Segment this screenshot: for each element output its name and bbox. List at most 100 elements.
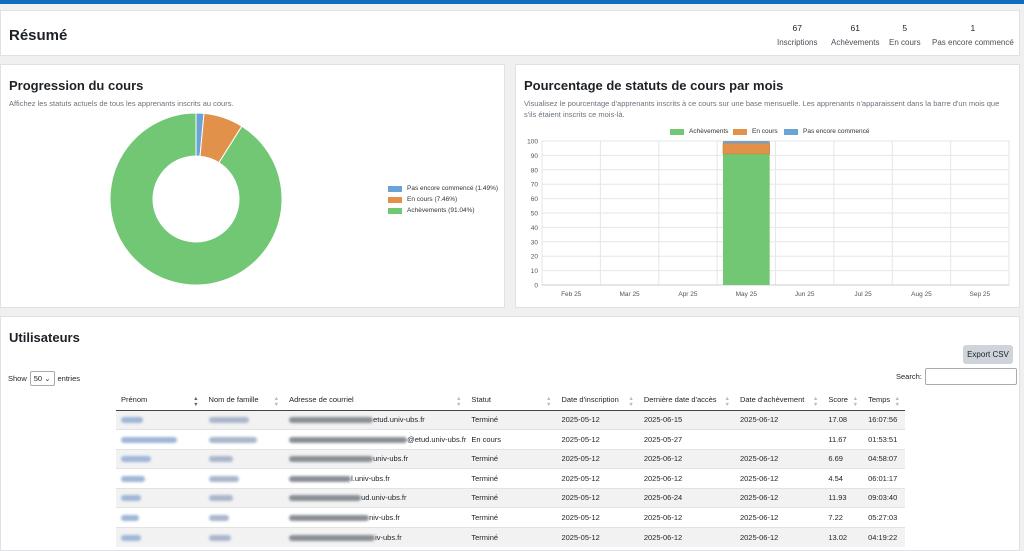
column-label: Temps [868,395,891,405]
redacted-last-name [208,417,249,424]
search-input[interactable] [924,368,1017,385]
table-row[interactable]: l.univ-ubs.fr Terminé 2025-05-12 2025-06-12… [116,468,905,488]
stat-label: Achèvements [831,38,880,47]
entries-length-control: Show 50 ⌄ entries [8,371,80,386]
table-row[interactable]: univ-ubs.fr Terminé 2025-05-12 2025-06-12 20… [116,448,905,469]
users-title: Utilisateurs [9,330,80,345]
legend-label: Pas encore commencé [803,128,870,135]
table-row[interactable]: niv-ubs.fr Terminé 2025-05-12 2025-06-12 202… [116,507,905,527]
column-header-completion-date[interactable]: Date d'achèvement ▲ ▼ [734,390,824,411]
column-header-first-name[interactable]: Prénom ▲ ▼ [116,390,204,411]
email-suffix: l.univ-ubs.fr [351,473,390,483]
column-header-email[interactable]: Adresse de courriel ▲ ▼ [284,390,467,411]
status-cell: Terminé [466,507,557,527]
score-cell: 11.93 [823,487,864,508]
sort-icon: ▲ ▼ [724,396,730,408]
legend-completed[interactable]: Achèvements (91.04%) [388,207,475,214]
bar-segment-in-progress[interactable] [722,142,770,155]
sort-icon: ▲ ▼ [546,396,552,408]
legend-label: En cours (7.46%) [407,196,458,203]
legend-label: Pas encore commencé (1.49%) [407,185,499,192]
entries-select[interactable]: 50 ⌄ [29,371,55,386]
legend-swatch [388,196,402,203]
enrolment-date-cell: 2025-05-12 [556,526,639,547]
legend-not-started[interactable]: Pas encore commencé (1.49%) [388,185,498,192]
x-tick-label: Feb 25 [561,291,582,298]
table-row[interactable]: iv-ubs.fr Terminé 2025-05-12 2025-06-12 2025… [116,526,905,547]
y-tick-label: 0 [534,283,538,290]
score-cell: 7.22 [823,507,864,527]
column-header-last-name[interactable]: Nom de famille ▲ ▼ [203,390,285,411]
legend-in-progress[interactable]: En cours [733,128,778,135]
y-tick-label: 50 [531,211,539,218]
x-tick-label: May 25 [736,291,758,298]
table-row[interactable]: @etud.univ-ubs.fr En cours 2025-05-12 2025-… [116,429,905,449]
completion-date-cell: 2025-06-12 [734,487,824,508]
legend-label: En cours [752,128,778,135]
legend-not-started[interactable]: Pas encore commencé [784,128,869,135]
bar-segment-not-started[interactable] [722,141,770,144]
slice-completed[interactable] [109,112,283,286]
completion-date-cell: 2025-06-12 [734,448,824,469]
first-name-cell [116,448,204,469]
sort-icon: ▲ ▼ [894,396,900,408]
first-name-cell [116,487,204,508]
stat-value: 61 [850,23,860,33]
column-header-enrolment-date[interactable]: Date d'inscription ▲ ▼ [556,390,639,411]
sort-desc-icon: ▲ ▼ [193,396,199,408]
column-label: Date d'inscription [561,395,619,405]
column-header-score[interactable]: Score ▲ ▼ [823,390,864,411]
x-tick-label: Jun 25 [795,291,815,298]
score-cell: 4.54 [823,468,864,488]
stat-in-progress: 5 En cours [889,23,921,47]
status-cell: Terminé [466,409,557,430]
last-name-cell [203,507,285,527]
sort-icon: ▲ ▼ [852,396,859,408]
stacked-bar-chart[interactable]: 0 10 20 30 40 50 60 70 80 90 100 Feb 25 Mar 25 Apr 25… [516,65,1021,309]
column-header-time[interactable]: Temps ▲ ▼ [863,390,905,411]
last-access-cell: 2025-06-12 [638,507,735,527]
bar-segment-completed[interactable] [722,153,770,285]
redacted-email [289,417,374,424]
x-tick-label: Sep 25 [970,291,991,298]
first-name-cell [116,409,204,430]
column-label: Adresse de courriel [289,395,354,405]
time-cell: 09:03:40 [863,487,905,508]
doughnut-chart[interactable] [1,65,506,309]
course-progress-card: Progression du cours Affichez les statut… [0,64,505,308]
email-cell: etud.univ-ubs.fr [284,409,467,430]
email-suffix: univ-ubs.fr [373,454,409,464]
last-access-cell: 2025-06-12 [638,448,735,469]
search-label: Search: [896,372,922,381]
completion-date-cell: 2025-06-12 [734,507,824,527]
table-row[interactable]: ud.univ-ubs.fr Terminé 2025-05-12 2025-06-2… [116,487,905,508]
email-suffix: etud.univ-ubs.fr [373,415,425,425]
column-label: Dernière date d'accès [643,395,717,405]
redacted-first-name [121,475,145,482]
column-header-last-access[interactable]: Dernière date d'accès ▲ ▼ [638,390,735,411]
stat-enrolments: 67 Inscriptions [777,23,817,47]
export-csv-button[interactable]: Export CSV [963,345,1013,364]
score-cell: 11.67 [823,429,864,449]
table-row[interactable]: etud.univ-ubs.fr Terminé 2025-05-12 2025-06… [116,409,905,430]
column-header-status[interactable]: Statut ▲ ▼ [466,390,557,411]
time-cell: 04:19:22 [863,526,905,547]
status-cell: Terminé [466,526,557,547]
column-label: Score [828,395,848,405]
redacted-email [289,475,352,482]
entries-select-value: 50 [33,374,43,383]
email-suffix: iv-ubs.fr [375,532,402,542]
summary-title: Résumé [9,27,68,44]
enrolment-date-cell: 2025-05-12 [556,429,639,449]
x-tick-label: Aug 25 [911,291,932,298]
stat-label: Pas encore commencé [932,38,1014,47]
legend-in-progress[interactable]: En cours (7.46%) [388,196,457,203]
last-access-cell: 2025-06-15 [638,409,735,430]
first-name-cell [116,468,204,488]
status-cell: Terminé [466,487,557,508]
entries-label: entries [57,374,81,383]
y-tick-label: 20 [531,254,539,261]
legend-completed[interactable]: Achèvements [670,128,728,135]
time-cell: 06:01:17 [863,468,905,488]
stat-value: 67 [792,23,802,33]
